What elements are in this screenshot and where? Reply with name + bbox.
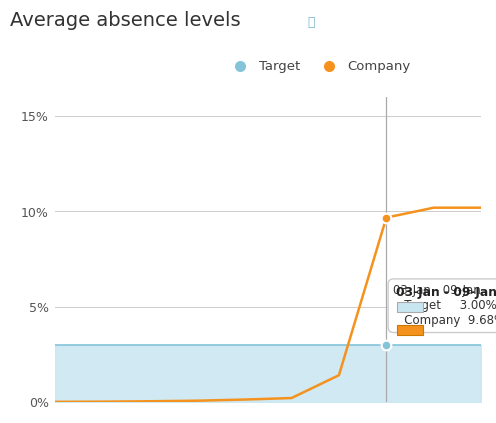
Text: 03-Jan - 09-Jan
   Target     3.00%
   Company  9.68%: 03-Jan - 09-Jan Target 3.00% Company 9.6… bbox=[393, 284, 496, 327]
Text: ⓘ: ⓘ bbox=[308, 16, 315, 29]
FancyBboxPatch shape bbox=[397, 302, 423, 312]
FancyBboxPatch shape bbox=[397, 325, 423, 335]
Legend: Target, Company: Target, Company bbox=[222, 55, 416, 79]
Text: 03-Jan - 09-Jan: 03-Jan - 09-Jan bbox=[396, 286, 496, 299]
Text: Average absence levels: Average absence levels bbox=[10, 11, 241, 30]
